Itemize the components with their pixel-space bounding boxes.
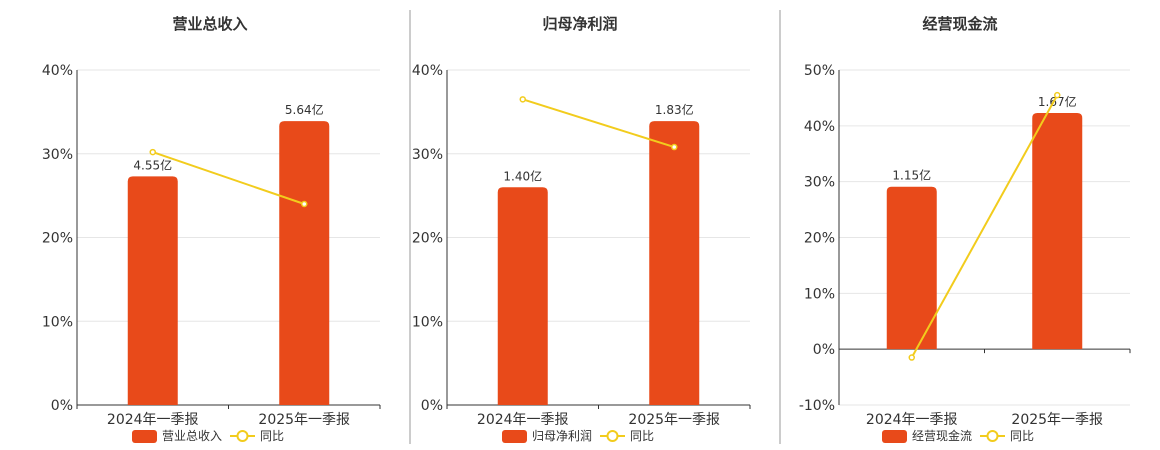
chart-title: 经营现金流: [922, 15, 997, 33]
bar-data-label: 4.55亿: [133, 157, 172, 172]
x-category-label: 2025年一季报: [628, 412, 720, 428]
x-category-label: 2024年一季报: [107, 412, 199, 428]
y-tick-label: 0%: [51, 398, 73, 414]
y-tick-label: 20%: [412, 231, 443, 247]
y-tick-label: 30%: [42, 147, 73, 163]
bar-data-label: 1.40亿: [503, 168, 542, 183]
yoy-point: [908, 354, 915, 361]
y-tick-label: 50%: [804, 63, 835, 79]
x-category-label: 2025年一季报: [1011, 412, 1103, 428]
legend-bar-label: 经营现金流: [912, 428, 972, 443]
y-tick-label: 10%: [412, 314, 443, 330]
y-tick-label: 40%: [42, 63, 73, 79]
legend-line-label: 同比: [260, 429, 284, 443]
yoy-point: [1054, 91, 1061, 99]
bar: [127, 176, 178, 405]
bar: [1032, 112, 1083, 350]
yoy-line: [522, 98, 675, 149]
y-tick-label: 0%: [813, 342, 835, 358]
yoy-point: [671, 143, 678, 151]
legend-line-label: 同比: [1010, 429, 1034, 443]
legend-bar-swatch: [882, 430, 907, 443]
chart-title: 营业总收入: [172, 15, 247, 33]
y-tick-label: 20%: [42, 231, 73, 247]
legend-line-marker: [236, 430, 249, 442]
y-tick-label: 40%: [412, 63, 443, 79]
y-tick-label: 30%: [804, 175, 835, 191]
yoy-line: [152, 151, 305, 205]
bar: [649, 121, 700, 406]
legend-line-marker: [606, 430, 619, 442]
y-tick-label: 20%: [804, 231, 835, 247]
yoy-point: [519, 96, 526, 103]
yoy-point: [149, 148, 156, 156]
bar-data-label: 1.83亿: [655, 102, 694, 117]
bar: [886, 186, 937, 350]
y-tick-label: -10%: [799, 398, 835, 414]
bar-data-label: 5.64亿: [285, 102, 324, 117]
x-category-label: 2024年一季报: [866, 412, 958, 428]
yoy-point: [301, 200, 308, 208]
y-tick-label: 10%: [42, 314, 73, 330]
legend-line-marker: [986, 430, 999, 442]
bar: [279, 121, 330, 406]
y-tick-label: 30%: [412, 147, 443, 163]
legend-bar-label: 营业总收入: [162, 429, 222, 443]
bar: [497, 187, 548, 405]
legend-bar-swatch: [132, 430, 157, 443]
x-category-label: 2024年一季报: [477, 412, 569, 428]
legend-bar-label: 归母净利润: [532, 429, 592, 443]
x-category-label: 2025年一季报: [258, 412, 350, 428]
y-tick-label: 10%: [804, 286, 835, 302]
chart-title: 归母净利润: [542, 15, 617, 33]
y-tick-label: 0%: [421, 398, 443, 414]
bar-data-label: 1.15亿: [892, 168, 931, 183]
legend-bar-swatch: [502, 430, 527, 443]
bar-data-label: 1.67亿: [1038, 94, 1077, 109]
y-tick-label: 40%: [804, 119, 835, 135]
yoy-line: [910, 94, 1059, 359]
legend-line-label: 同比: [630, 429, 654, 443]
